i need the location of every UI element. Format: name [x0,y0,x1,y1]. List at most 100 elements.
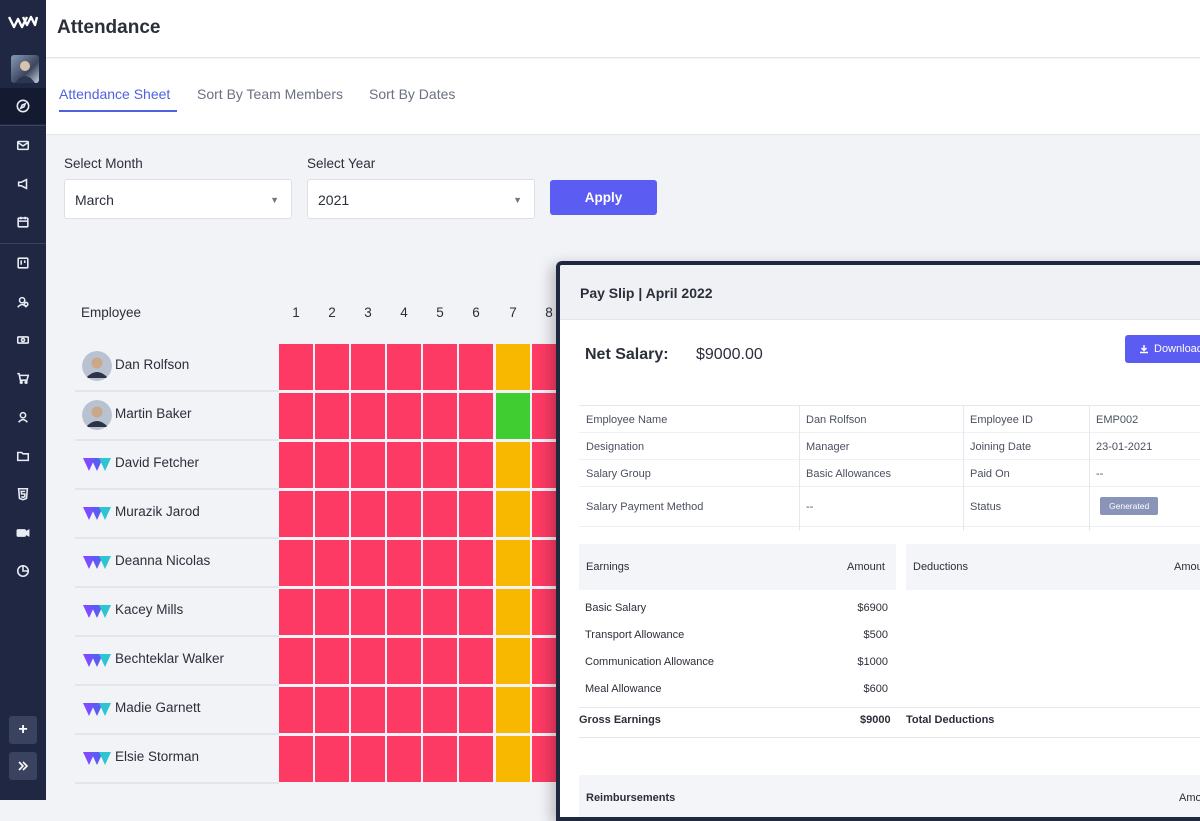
attendance-cell-absent[interactable] [459,393,493,439]
employee-name[interactable]: Elsie Storman [115,749,200,764]
attendance-cell-absent[interactable] [279,540,313,586]
employee-name[interactable]: David Fetcher [115,455,200,470]
apply-button[interactable]: Apply [550,180,657,215]
month-select[interactable]: March ▼ [64,179,292,219]
user-icon[interactable] [0,399,46,435]
cart-icon[interactable] [0,360,46,396]
attendance-cell-absent[interactable] [459,491,493,537]
attendance-cell-leave[interactable] [496,344,530,390]
attendance-cell-absent[interactable] [423,589,457,635]
attendance-cell-absent[interactable] [279,344,313,390]
attendance-cell-absent[interactable] [387,442,421,488]
money-icon[interactable] [0,322,46,358]
attendance-cell-leave[interactable] [496,540,530,586]
earning-amount: $600 [863,683,888,695]
attendance-cell-absent[interactable] [315,540,349,586]
attendance-cell-absent[interactable] [351,442,385,488]
employee-name[interactable]: Dan Rolfson [115,357,190,372]
attendance-cell-absent[interactable] [315,589,349,635]
attendance-cell-absent[interactable] [387,491,421,537]
attendance-cell-absent[interactable] [387,344,421,390]
attendance-cell-absent[interactable] [423,442,457,488]
attendance-cell-absent[interactable] [279,491,313,537]
attendance-cell-absent[interactable] [351,638,385,684]
attendance-cell-leave[interactable] [496,491,530,537]
attendance-cell-absent[interactable] [423,687,457,733]
attendance-cell-absent[interactable] [387,736,421,782]
calendar-icon[interactable] [0,204,46,240]
attendance-cell-absent[interactable] [459,638,493,684]
add-button[interactable]: + [9,716,37,744]
attendance-cell-leave[interactable] [496,736,530,782]
attendance-cell-absent[interactable] [279,736,313,782]
users-icon[interactable] [0,284,46,320]
attendance-cell-absent[interactable] [279,442,313,488]
attendance-cell-absent[interactable] [351,344,385,390]
tab-sort-by-dates[interactable]: Sort By Dates [369,86,456,102]
attendance-cell-absent[interactable] [315,638,349,684]
pie-chart-icon[interactable] [0,553,46,589]
attendance-cell-absent[interactable] [387,393,421,439]
attendance-cell-absent[interactable] [351,589,385,635]
employee-name[interactable]: Kacey Mills [115,602,184,617]
app-logo[interactable] [8,14,38,30]
mail-icon[interactable] [0,127,46,163]
tab-attendance-sheet[interactable]: Attendance Sheet [59,86,171,102]
attendance-cell-absent[interactable] [387,687,421,733]
compass-icon[interactable] [0,88,46,124]
user-avatar[interactable] [11,55,39,83]
attendance-cell-absent[interactable] [279,638,313,684]
expand-sidebar-button[interactable] [9,752,37,780]
attendance-cell-leave[interactable] [496,687,530,733]
reimbursements-label: Reimbursements [586,792,676,804]
employee-name[interactable]: Deanna Nicolas [115,553,211,568]
page-title: Attendance [57,17,161,38]
attendance-cell-absent[interactable] [459,344,493,390]
attendance-cell-leave[interactable] [496,442,530,488]
attendance-cell-absent[interactable] [315,393,349,439]
attendance-cell-absent[interactable] [315,442,349,488]
tab-sort-by-team-members[interactable]: Sort By Team Members [197,86,344,102]
employee-name[interactable]: Martin Baker [115,406,192,421]
attendance-cell-absent[interactable] [351,540,385,586]
attendance-cell-absent[interactable] [423,736,457,782]
attendance-cell-absent[interactable] [351,491,385,537]
employee-name[interactable]: Madie Garnett [115,700,201,715]
employee-name[interactable]: Murazik Jarod [115,504,200,519]
attendance-cell-absent[interactable] [279,589,313,635]
board-icon[interactable] [0,245,46,281]
attendance-cell-absent[interactable] [387,638,421,684]
attendance-cell-absent[interactable] [459,540,493,586]
html5-icon[interactable] [0,476,46,512]
attendance-cell-absent[interactable] [459,589,493,635]
attendance-cell-absent[interactable] [423,344,457,390]
attendance-cell-absent[interactable] [459,736,493,782]
folder-icon[interactable] [0,438,46,474]
year-select[interactable]: 2021 ▼ [307,179,535,219]
attendance-cell-absent[interactable] [423,638,457,684]
attendance-cell-present[interactable] [496,393,530,439]
attendance-cell-absent[interactable] [315,491,349,537]
attendance-cell-absent[interactable] [459,687,493,733]
attendance-cell-leave[interactable] [496,638,530,684]
attendance-cell-absent[interactable] [459,442,493,488]
attendance-cell-absent[interactable] [423,491,457,537]
megaphone-icon[interactable] [0,166,46,202]
attendance-cell-absent[interactable] [351,687,385,733]
video-icon[interactable] [0,515,46,551]
attendance-cell-absent[interactable] [279,687,313,733]
attendance-cell-absent[interactable] [315,736,349,782]
attendance-cell-absent[interactable] [351,736,385,782]
attendance-cell-absent[interactable] [423,393,457,439]
attendance-cell-absent[interactable] [315,687,349,733]
attendance-cell-absent[interactable] [315,344,349,390]
attendance-cell-absent[interactable] [423,540,457,586]
info-value: -- [1096,468,1104,480]
attendance-cell-absent[interactable] [387,589,421,635]
attendance-cell-leave[interactable] [496,589,530,635]
attendance-cell-absent[interactable] [279,393,313,439]
employee-name[interactable]: Bechteklar Walker [115,651,225,666]
download-button[interactable]: Download [1125,335,1200,363]
attendance-cell-absent[interactable] [387,540,421,586]
attendance-cell-absent[interactable] [351,393,385,439]
